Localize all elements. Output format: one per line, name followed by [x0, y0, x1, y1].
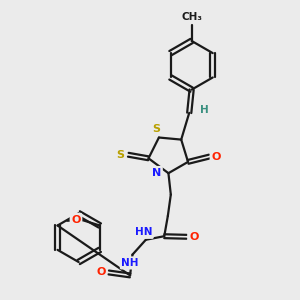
Text: O: O: [71, 214, 81, 224]
Text: O: O: [211, 152, 221, 161]
Text: O: O: [96, 268, 106, 278]
Text: N: N: [152, 168, 161, 178]
Text: O: O: [189, 232, 198, 242]
Text: NH: NH: [121, 258, 139, 268]
Text: S: S: [117, 150, 124, 160]
Text: S: S: [152, 124, 160, 134]
Text: CH₃: CH₃: [181, 11, 202, 22]
Text: H: H: [200, 105, 209, 115]
Text: HN: HN: [135, 227, 152, 237]
